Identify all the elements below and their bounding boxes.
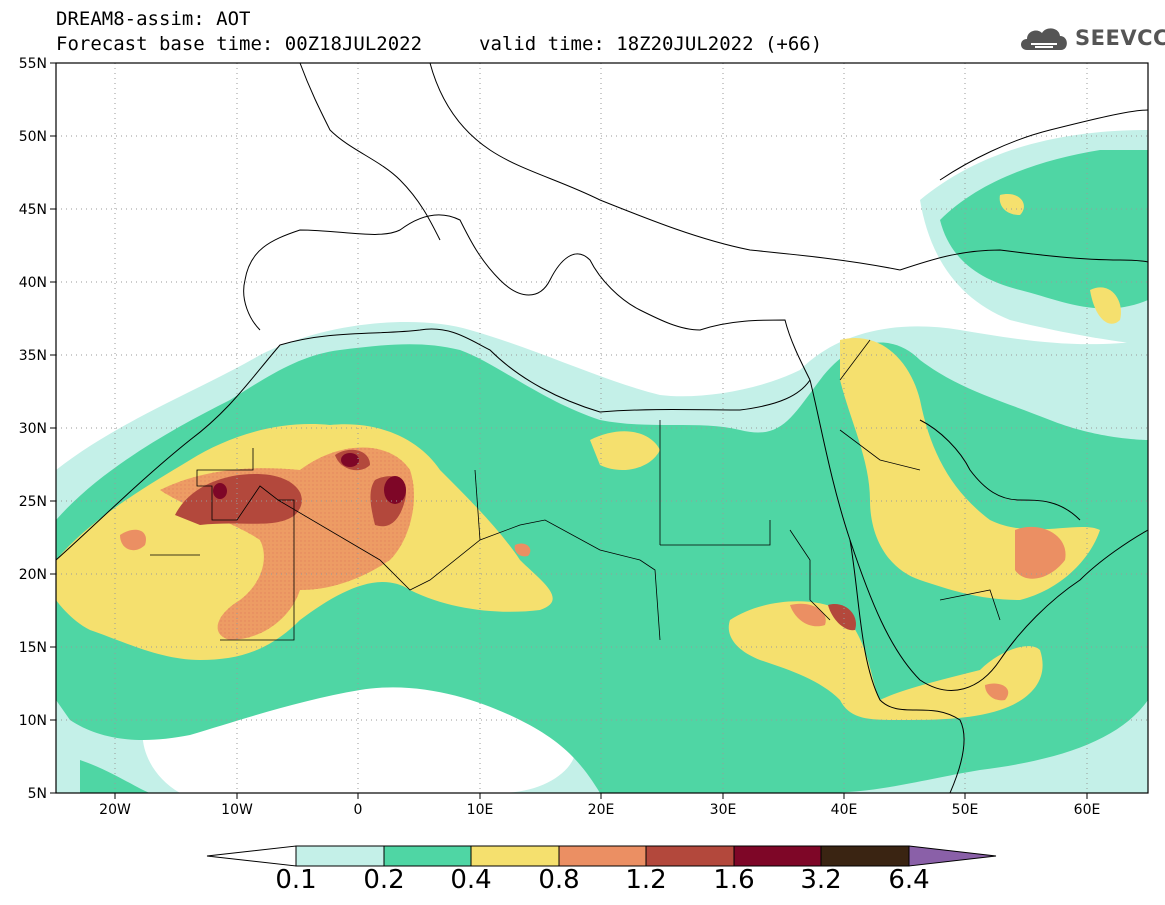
colorbar-swatch [383,845,472,867]
lat-label-10n: 10N [19,713,47,729]
lon-label-10w: 10W [221,802,253,818]
forecast-base-time: Forecast base time: 00Z18JUL2022 [56,33,423,55]
lon-label-40e: 40E [831,802,858,818]
colorbar-over-arrow [908,845,997,867]
lat-label-40n: 40N [19,275,47,291]
lon-label-30e: 30E [710,802,737,818]
lat-label-5n: 5N [28,786,47,802]
graticule [56,63,1148,793]
colorbar-swatch [295,845,385,867]
colorbar-swatch [470,845,560,867]
valid-time: valid time: 18Z20JUL2022 (+66) [479,33,823,55]
coastlines [56,63,1148,793]
lat-label-30n: 30N [19,421,47,437]
lat-label-55n: 55N [19,56,47,72]
colorbar-swatch [558,845,647,867]
logo-text: SEEVCCC [1075,26,1165,50]
colorbar-label: 0.2 [363,865,405,895]
colorbar-swatch [733,845,822,867]
colorbar-label: 0.4 [450,865,492,895]
colorbar-swatch [645,845,735,867]
seevccc-logo: SEEVCCC [1017,22,1165,56]
colorbar-label: 6.4 [888,865,930,895]
lat-label-35n: 35N [19,348,47,364]
lat-label-15n: 15N [19,640,47,656]
lon-label-0: 0 [354,802,363,818]
colorbar-under-arrow [206,845,297,867]
lat-label-25n: 25N [19,494,47,510]
colorbar-label: 0.8 [538,865,580,895]
lon-label-60e: 60E [1074,802,1101,818]
lon-label-20w: 20W [99,802,131,818]
borders [150,339,1001,641]
lon-label-20e: 20E [588,802,615,818]
lat-label-45n: 45N [19,202,47,218]
colorbar [206,845,997,867]
lat-label-50n: 50N [19,129,47,145]
lon-label-50e: 50E [952,802,979,818]
colorbar-label: 1.6 [713,865,755,895]
lon-label-10e: 10E [467,802,494,818]
colorbar-label: 3.2 [800,865,842,895]
colorbar-label: 1.2 [625,865,667,895]
colorbar-swatch [820,845,910,867]
map-title: DREAM8-assim: AOT [56,8,251,30]
cloud-icon [1021,28,1067,50]
lat-label-20n: 20N [19,567,47,583]
colorbar-label: 0.1 [275,865,317,895]
